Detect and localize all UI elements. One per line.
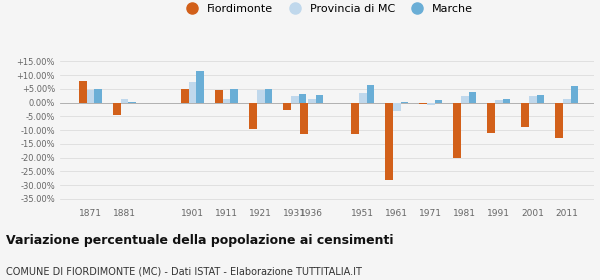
Bar (469, 92, 476, 103)
Bar (503, 99, 510, 103)
Bar (223, 99, 230, 103)
Bar (300, 103, 308, 134)
Bar (571, 86, 578, 103)
Bar (521, 103, 529, 127)
Bar (536, 95, 544, 103)
Bar (453, 103, 461, 158)
Bar (181, 89, 189, 103)
Bar (128, 102, 136, 103)
Bar (94, 89, 102, 103)
Bar (359, 93, 367, 103)
Bar (113, 103, 121, 115)
Bar (308, 99, 316, 103)
Bar (434, 100, 442, 103)
Bar (230, 89, 238, 103)
Text: Variazione percentuale della popolazione ai censimenti: Variazione percentuale della popolazione… (6, 234, 394, 247)
Bar (461, 96, 469, 103)
Text: COMUNE DI FIORDIMONTE (MC) - Dati ISTAT - Elaborazione TUTTITALIA.IT: COMUNE DI FIORDIMONTE (MC) - Dati ISTAT … (6, 266, 362, 276)
Bar (265, 89, 272, 103)
Bar (283, 103, 291, 109)
Bar (419, 103, 427, 104)
Bar (401, 102, 408, 103)
Bar (487, 103, 495, 133)
Bar (367, 85, 374, 103)
Bar (189, 82, 196, 103)
Bar (257, 90, 265, 103)
Bar (563, 99, 571, 103)
Bar (393, 103, 401, 111)
Bar (351, 103, 359, 134)
Bar (249, 103, 257, 129)
Bar (121, 99, 128, 103)
Bar (385, 103, 393, 180)
Bar (299, 94, 306, 103)
Bar (291, 96, 299, 103)
Legend: Fiordimonte, Provincia di MC, Marche: Fiordimonte, Provincia di MC, Marche (177, 0, 477, 18)
Bar (215, 90, 223, 103)
Bar (196, 71, 204, 103)
Bar (495, 100, 503, 103)
Bar (316, 95, 323, 103)
Bar (427, 103, 434, 105)
Bar (87, 90, 94, 103)
Bar (556, 103, 563, 138)
Bar (529, 96, 536, 103)
Bar (79, 81, 87, 103)
